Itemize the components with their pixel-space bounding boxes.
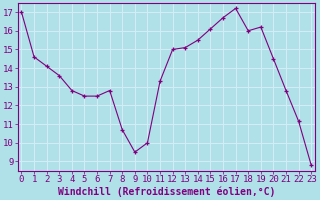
X-axis label: Windchill (Refroidissement éolien,°C): Windchill (Refroidissement éolien,°C) xyxy=(58,187,275,197)
